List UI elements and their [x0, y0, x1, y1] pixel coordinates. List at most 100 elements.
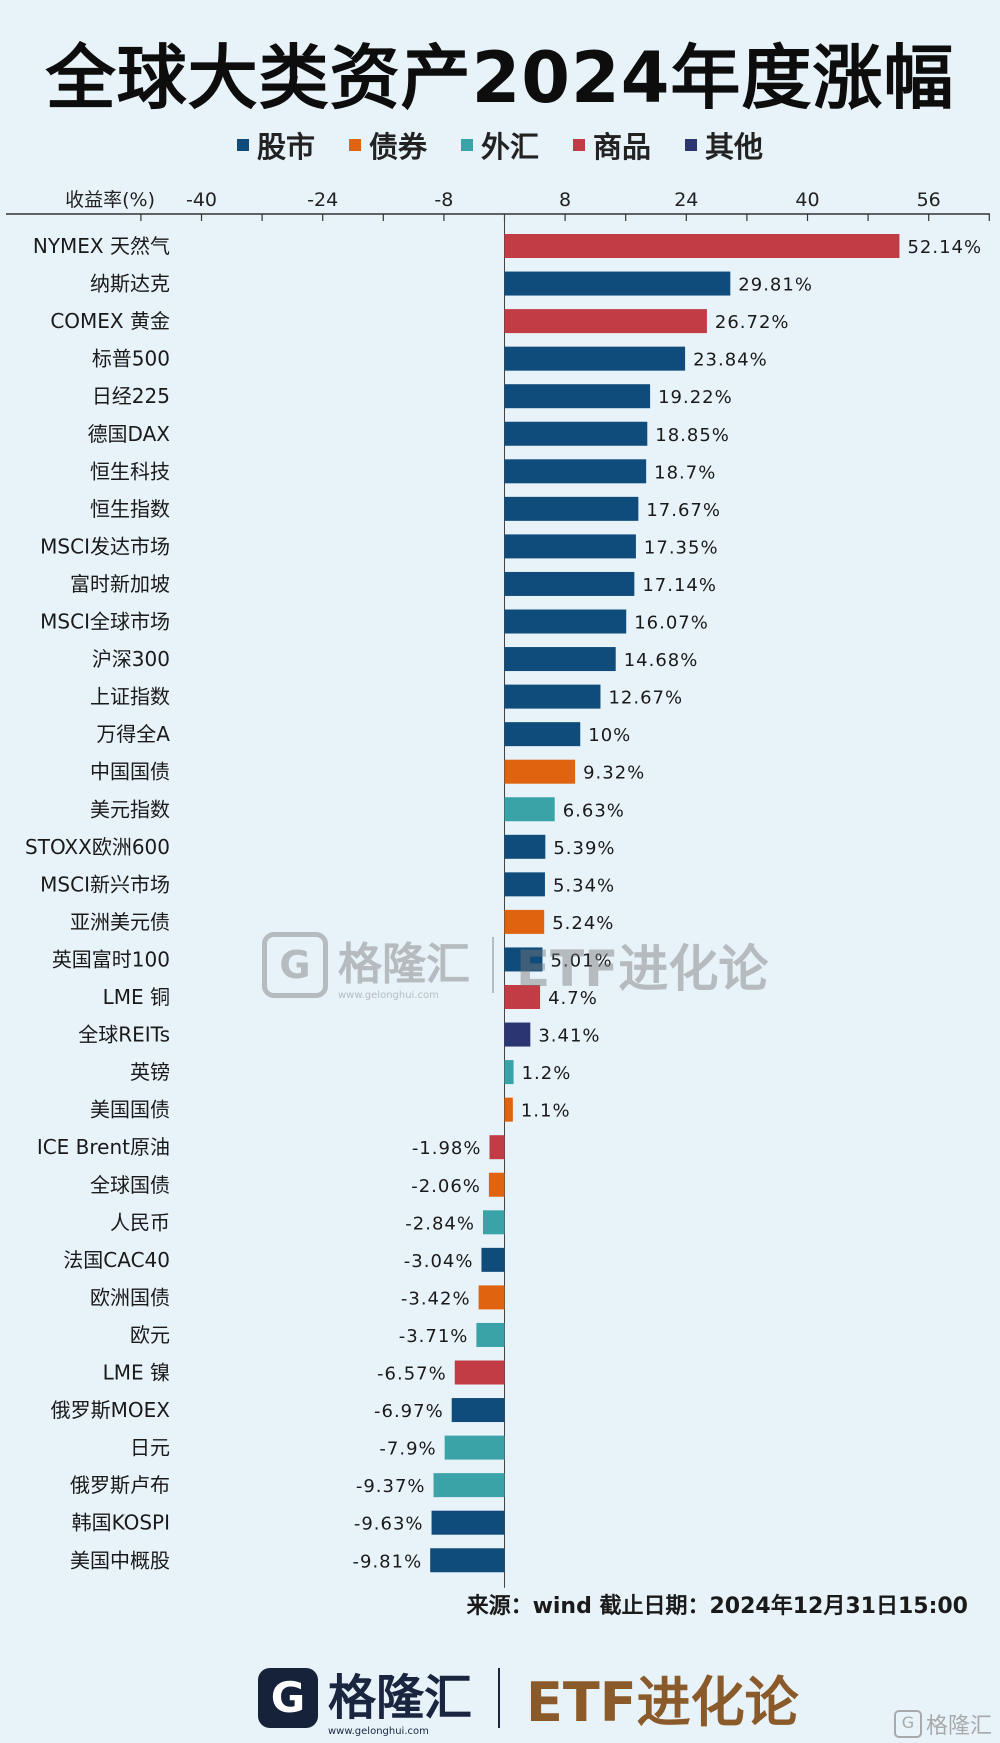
category-label: STOXX欧洲600 [25, 835, 170, 859]
legend-label: 股市 [256, 130, 315, 164]
data-label: 17.35% [644, 537, 719, 558]
x-tick-label: 24 [674, 189, 698, 211]
legend-item-commodity: 商品 [573, 124, 651, 166]
category-label: NYMEX 天然气 [33, 234, 170, 258]
data-label: -7.9% [379, 1439, 436, 1460]
data-label: 1.1% [521, 1101, 571, 1122]
data-label: -9.37% [356, 1476, 426, 1497]
data-label: 18.85% [655, 425, 730, 446]
data-label: 52.14% [907, 237, 982, 258]
category-label: MSCI新兴市场 [40, 872, 170, 896]
category-label: 英国富时100 [52, 947, 170, 971]
bar [482, 1210, 505, 1235]
category-label: 人民币 [110, 1210, 170, 1234]
category-label: 沪深300 [92, 647, 170, 671]
x-tick-label: -24 [307, 189, 338, 211]
bar [489, 1135, 505, 1160]
legend-label: 债券 [368, 130, 427, 164]
legend-swatch-other [685, 139, 698, 151]
bar [451, 1398, 505, 1423]
footer-logo: G 格隆汇 www.gelonghui.com ETF进化论 [258, 1658, 799, 1737]
category-label: 全球REITs [78, 1023, 170, 1047]
corner-logo-icon: G [893, 1710, 922, 1738]
bar [504, 1097, 513, 1122]
bar [476, 1322, 505, 1347]
data-label: -1.98% [412, 1138, 482, 1159]
data-label: 16.07% [634, 613, 709, 634]
bar [504, 834, 546, 859]
bar [504, 571, 635, 596]
category-label: 亚洲美元债 [70, 910, 170, 934]
legend-item-other: 其他 [685, 124, 763, 166]
data-label: 14.68% [624, 650, 699, 671]
legend-item-bond: 债券 [348, 124, 427, 166]
bar [504, 797, 555, 822]
bar [504, 909, 545, 934]
x-tick-label: 40 [795, 189, 819, 211]
footer-brand: 格隆汇 [328, 1670, 473, 1726]
legend-item-fx: 外汇 [460, 124, 539, 166]
legend-swatch-bond [348, 139, 361, 151]
data-label: 5.24% [552, 913, 614, 934]
data-label: -3.71% [399, 1326, 469, 1347]
bar [454, 1360, 505, 1385]
bar [504, 346, 686, 371]
bar [504, 1060, 514, 1085]
data-label: -3.04% [404, 1251, 474, 1272]
data-label: 4.7% [548, 988, 598, 1009]
watermark-divider [492, 936, 494, 993]
bar [504, 722, 581, 747]
bar [430, 1548, 505, 1573]
bar [504, 647, 616, 672]
data-label: 23.84% [693, 350, 768, 371]
bar [444, 1435, 505, 1460]
category-label: 恒生科技 [90, 459, 170, 483]
category-label: 欧洲国债 [90, 1285, 170, 1309]
category-label: 韩国KOSPI [72, 1511, 170, 1535]
data-label: 18.7% [654, 462, 716, 483]
data-label: 17.14% [642, 575, 717, 596]
category-label: 俄罗斯卢布 [70, 1473, 170, 1497]
source-note: 来源：wind 截止日期：2024年12月31日15:00 [466, 1594, 968, 1619]
bar [504, 759, 576, 784]
data-label: 19.22% [658, 387, 733, 408]
category-label: 俄罗斯MOEX [51, 1398, 171, 1422]
data-label: -9.81% [353, 1551, 423, 1572]
data-label: 5.34% [553, 875, 615, 896]
bar [504, 534, 636, 559]
corner-watermark: G 格隆汇 [893, 1708, 992, 1740]
legend-item-stock: 股市 [236, 124, 315, 166]
category-label: 全球国债 [90, 1173, 170, 1197]
data-label: 12.67% [608, 688, 683, 709]
bar [504, 609, 627, 634]
gelonghui-logo-icon: G [262, 931, 328, 998]
x-tick-label: -8 [434, 189, 453, 211]
category-label: 德国DAX [88, 422, 171, 446]
data-label: -2.06% [411, 1176, 481, 1197]
bar [481, 1247, 505, 1272]
x-tick-label: -40 [186, 189, 217, 211]
category-label: LME 铜 [103, 985, 170, 1009]
legend-label: 其他 [705, 130, 764, 164]
bar [504, 1022, 531, 1047]
data-label: 1.2% [522, 1063, 572, 1084]
category-label: 标普500 [92, 347, 170, 371]
data-label: -3.42% [401, 1288, 471, 1309]
corner-watermark-text: 格隆汇 [925, 1714, 992, 1739]
legend-swatch-stock [236, 139, 249, 151]
data-label: 9.32% [583, 763, 645, 784]
watermark-brand: 格隆汇 [338, 939, 470, 990]
category-label: 法国CAC40 [63, 1248, 170, 1272]
bar [433, 1473, 505, 1498]
x-axis-label: 收益率(%) [65, 189, 155, 211]
bar [504, 947, 543, 972]
legend-label: 外汇 [480, 130, 539, 164]
bar [504, 684, 601, 709]
bar-chart: 收益率(%) -40 -24 -8 8 24 40 56 NYMEX 天然气 52.14% 纳斯达克… [6, 189, 990, 1588]
legend-swatch-commodity [573, 139, 585, 151]
bar [504, 271, 731, 296]
bar [488, 1172, 505, 1197]
category-label: MSCI发达市场 [40, 534, 170, 558]
category-label: 恒生指数 [90, 497, 170, 521]
category-label: COMEX 黄金 [50, 309, 170, 333]
